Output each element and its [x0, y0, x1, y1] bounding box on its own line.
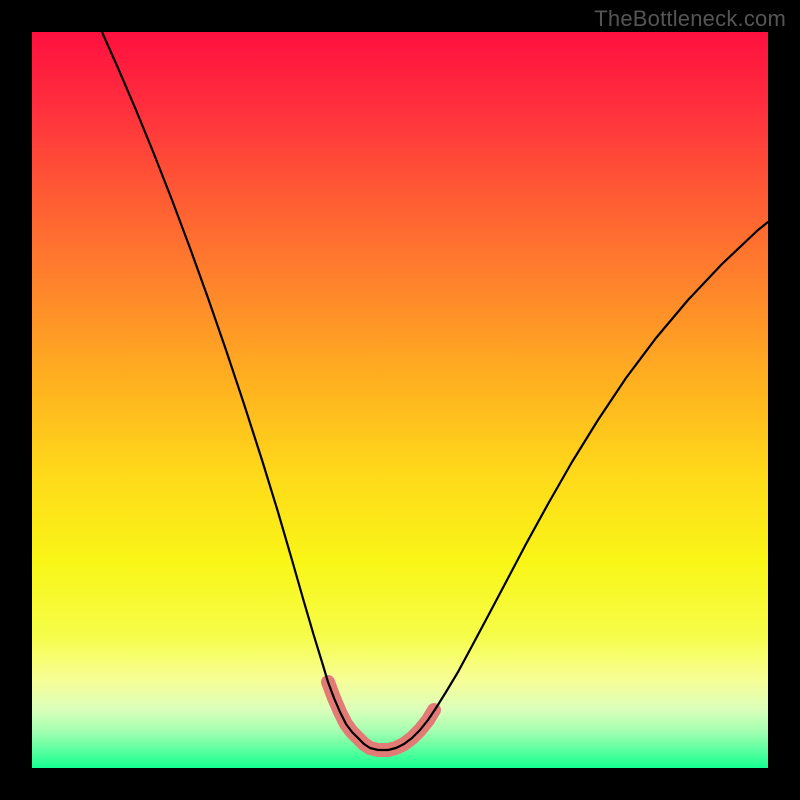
- bottleneck-curve-svg: [32, 32, 768, 768]
- ideal-zone-highlight: [328, 682, 434, 750]
- plot-area: [32, 32, 768, 768]
- watermark-text: TheBottleneck.com: [594, 6, 786, 32]
- chart-frame: TheBottleneck.com: [0, 0, 800, 800]
- bottleneck-curve: [102, 32, 768, 750]
